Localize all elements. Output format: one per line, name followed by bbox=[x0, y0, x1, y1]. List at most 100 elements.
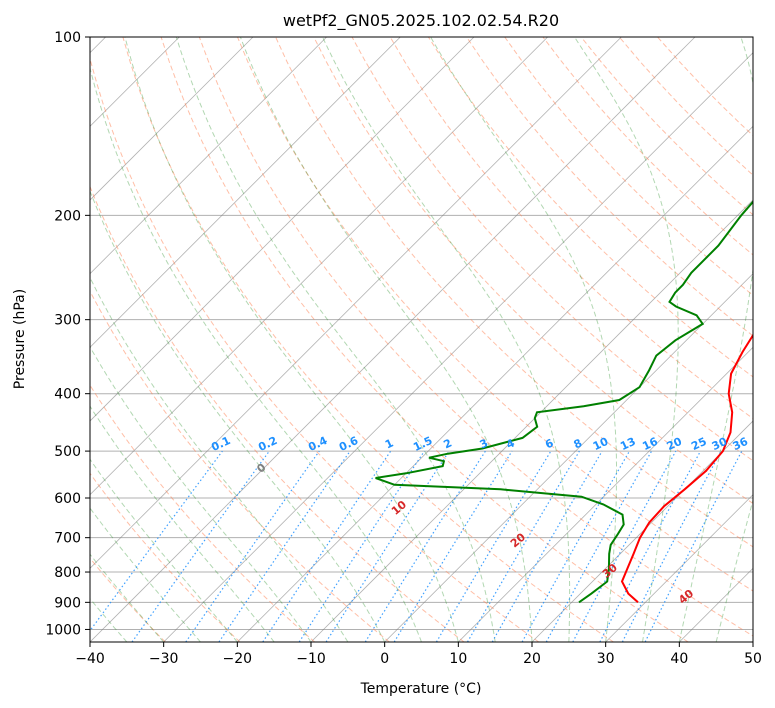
mixing-ratio-line bbox=[131, 450, 270, 642]
isotherm-gridline bbox=[679, 567, 753, 642]
mixing-ratio-line bbox=[644, 450, 743, 642]
isotherm-gridline bbox=[90, 37, 327, 275]
dry-adiabat bbox=[351, 37, 753, 462]
moist-adiabat bbox=[574, 37, 679, 642]
dry-adiabat bbox=[427, 37, 753, 378]
mixing-ratio-line bbox=[185, 450, 320, 642]
isotherm-gridline bbox=[531, 420, 753, 642]
y-tick-label: 600 bbox=[54, 491, 81, 507]
axes: −40 −30 −20 −10 0 10 20 30 40 50 100 200 300 400 500 60… bbox=[45, 30, 762, 667]
mixing-ratio-line bbox=[218, 450, 351, 642]
mixing-ratio-label: 16 bbox=[640, 435, 660, 453]
moist-adiabat bbox=[678, 37, 753, 642]
x-tick-label: −40 bbox=[75, 651, 105, 667]
mixing-ratio-label: 10 bbox=[591, 435, 611, 453]
dry-adiabat bbox=[90, 56, 540, 642]
isotherm-gridline bbox=[90, 37, 254, 201]
profiles bbox=[375, 200, 753, 604]
isotherm-gridline bbox=[384, 273, 753, 642]
isotherm-gridline bbox=[458, 346, 753, 642]
dry-adiabat bbox=[313, 37, 753, 505]
moist-adiabat bbox=[90, 405, 275, 642]
isotherm-gridline bbox=[310, 199, 753, 642]
moist-adiabat bbox=[322, 37, 571, 642]
mixing-ratio-label: 36 bbox=[731, 435, 751, 453]
x-axis-label: Temperature (°C) bbox=[360, 681, 482, 697]
mixing-ratio-label: 13 bbox=[618, 435, 637, 453]
x-tick-label: 0 bbox=[380, 651, 389, 667]
y-tick-label: 300 bbox=[54, 313, 81, 329]
dry-adiabat bbox=[237, 37, 753, 592]
y-tick-label: 700 bbox=[54, 531, 81, 547]
mixing-ratio-line bbox=[435, 450, 552, 642]
isotherm-gridline bbox=[90, 37, 622, 569]
mixing-ratio-line bbox=[90, 450, 223, 632]
x-tick-label: 20 bbox=[523, 651, 541, 667]
y-tick-label: 1000 bbox=[45, 622, 81, 638]
dry-adiabat bbox=[90, 384, 316, 642]
x-tick-label: −30 bbox=[149, 651, 179, 667]
background-lines bbox=[90, 37, 753, 642]
y-axis-label: Pressure (hPa) bbox=[12, 289, 28, 389]
mixing-ratio-label: 1 bbox=[383, 436, 395, 451]
mixing-ratio-line bbox=[298, 450, 425, 642]
mixing-ratio-label: 2 bbox=[442, 436, 454, 451]
x-tick-label: 30 bbox=[597, 651, 615, 667]
dry-adiabat bbox=[542, 37, 753, 256]
moist-adiabat bbox=[239, 37, 533, 642]
x-tick-label: −20 bbox=[223, 651, 253, 667]
dry-adiabat bbox=[90, 557, 166, 642]
mixing-ratio-label: 6 bbox=[543, 436, 556, 451]
mixing-ratio-line bbox=[393, 450, 513, 642]
isotherm-gridline bbox=[163, 52, 753, 642]
dry-adiabat bbox=[198, 37, 753, 637]
dry-adiabat bbox=[90, 185, 465, 642]
mixing-ratio-label: 30 bbox=[710, 435, 730, 453]
moist-adiabat bbox=[90, 458, 238, 642]
moist-adiabat bbox=[90, 189, 386, 642]
mixing-ratio-line bbox=[325, 450, 450, 642]
dry-adiabat bbox=[504, 37, 753, 296]
x-tick-label: −10 bbox=[296, 651, 326, 667]
chart-title: wetPf2_GN05.2025.102.02.54.R20 bbox=[283, 11, 559, 31]
dry-adiabat bbox=[389, 37, 753, 420]
moist-adiabat bbox=[175, 37, 496, 642]
dewpoint-profile-line bbox=[375, 200, 753, 604]
x-tick-label: 10 bbox=[449, 651, 467, 667]
x-tick-label: 50 bbox=[744, 651, 762, 667]
moist-adiabat bbox=[90, 65, 422, 642]
y-tick-label: 100 bbox=[54, 30, 81, 46]
isotherm-gridline bbox=[237, 125, 753, 642]
plot-frame bbox=[89, 36, 754, 643]
y-tick-label: 400 bbox=[54, 387, 81, 403]
moist-adiabat bbox=[715, 498, 753, 642]
isotherm-gridline bbox=[90, 37, 696, 642]
dry-adiabat bbox=[90, 472, 241, 642]
moist-adiabat bbox=[430, 37, 617, 642]
mixing-ratio-line bbox=[572, 450, 677, 642]
moist-adiabat-label: 40 bbox=[676, 587, 696, 607]
x-tick-label: 40 bbox=[670, 651, 688, 667]
moist-adiabat bbox=[90, 507, 201, 642]
mixing-ratio-label: 20 bbox=[665, 435, 685, 453]
isotherm-gridline bbox=[605, 494, 753, 642]
dry-adiabat bbox=[90, 290, 390, 642]
mixing-ratio-line bbox=[545, 450, 653, 642]
y-tick-label: 500 bbox=[54, 444, 81, 460]
isotherm-gridline bbox=[90, 37, 475, 422]
y-tick-label: 800 bbox=[54, 565, 81, 581]
line-labels: 0.10.20.40.611.52346810131620253036-100-… bbox=[209, 434, 751, 607]
isotherm-gridline bbox=[752, 641, 753, 642]
moist-adiabat-label: 30 bbox=[600, 561, 620, 581]
mixing-ratio-label: 4 bbox=[504, 436, 517, 451]
temperature-profile-line bbox=[620, 333, 753, 604]
mixing-ratio-line bbox=[262, 450, 392, 642]
moist-adiabat bbox=[124, 37, 459, 642]
dry-adiabat bbox=[275, 37, 753, 548]
moist-adiabat-label: 20 bbox=[508, 530, 528, 550]
isotherm-gridline bbox=[90, 37, 548, 496]
y-tick-label: 200 bbox=[54, 208, 81, 224]
dry-adiabat bbox=[122, 37, 614, 642]
moist-adiabat bbox=[752, 640, 753, 642]
